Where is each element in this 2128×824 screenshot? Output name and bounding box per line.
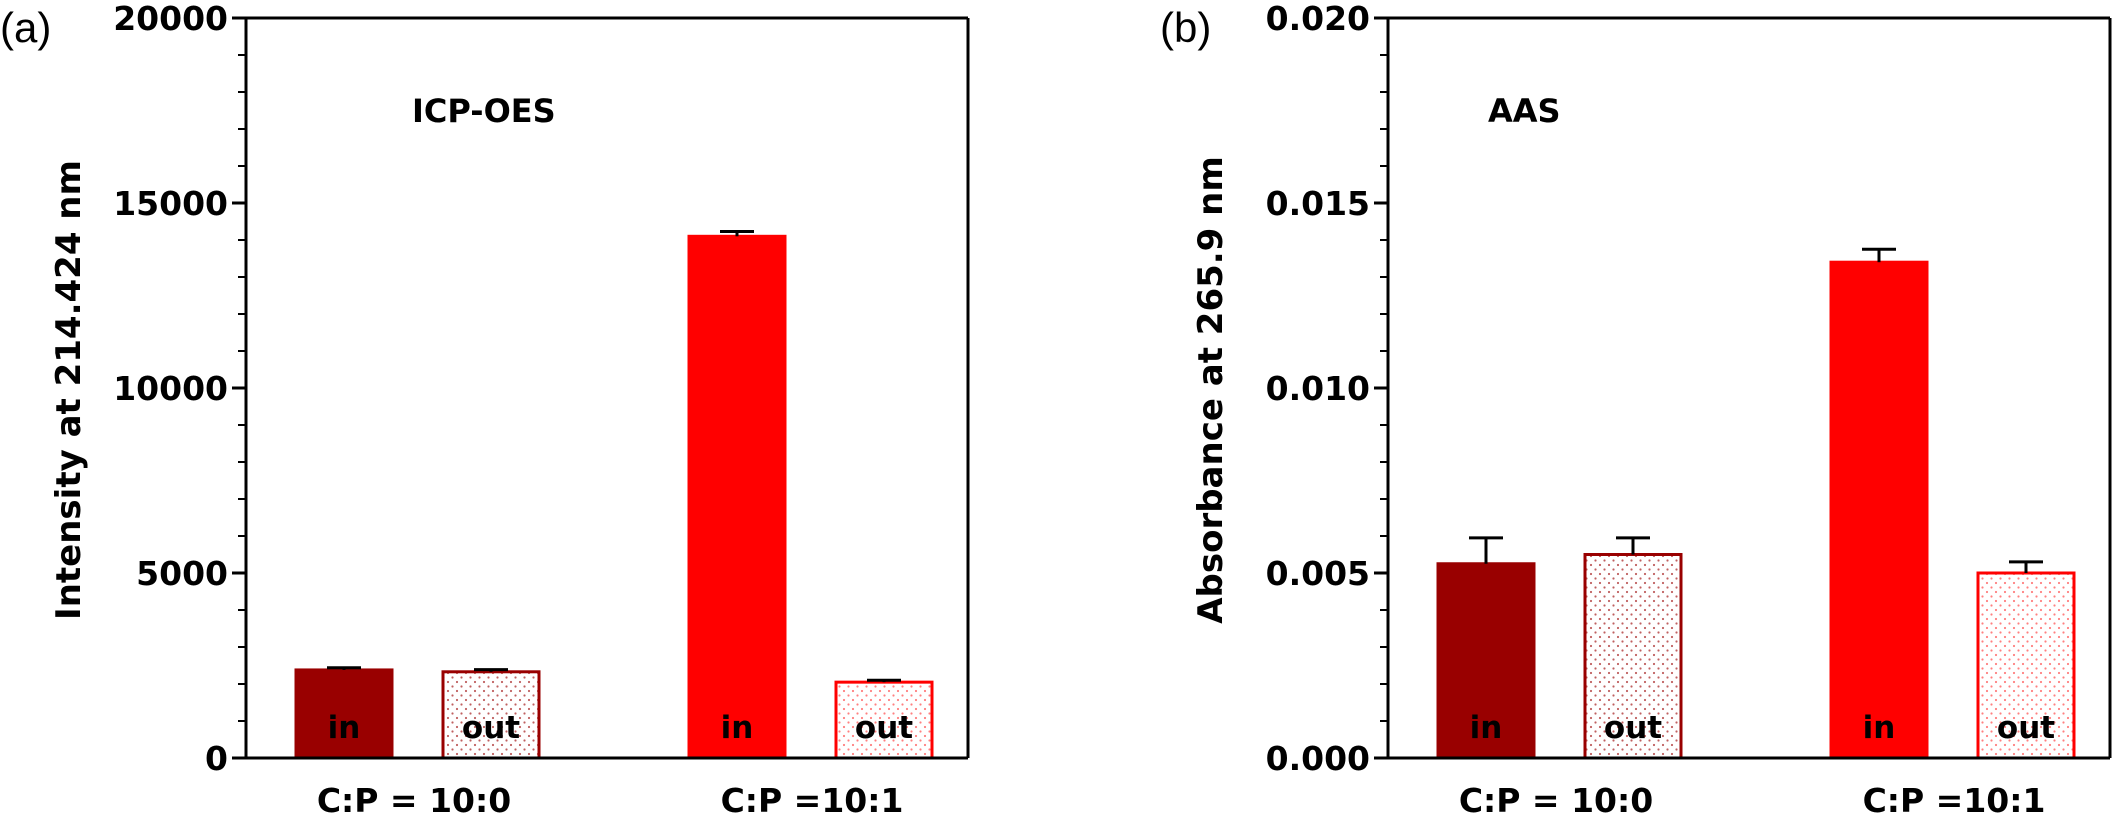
panel-a-category-labels: C:P = 10:0 C:P =10:1 xyxy=(317,781,904,820)
y-tick-label: 0.020 xyxy=(1266,0,1370,38)
x-category-label-1: C:P =10:1 xyxy=(1863,781,2046,820)
panel-a-chart: (a) ICP-OES Intensity at 214.424 nm in ou… xyxy=(0,0,970,820)
y-tick-label: 0.015 xyxy=(1266,184,1370,223)
panel-a-ticks xyxy=(232,16,246,760)
y-tick-label: 15000 xyxy=(113,184,228,223)
y-tick-label: 20000 xyxy=(113,0,228,38)
panel-a-tick-labels: 0 5000 10000 15000 20000 xyxy=(113,0,228,778)
y-tick-label: 0.010 xyxy=(1266,369,1370,408)
y-tick-label: 10000 xyxy=(113,369,228,408)
y-tick-label: 0.005 xyxy=(1266,554,1370,593)
bar-out-3 xyxy=(834,680,934,760)
panel-a-y-axis-title: Intensity at 214.424 nm xyxy=(49,160,89,620)
bar-label-0: in xyxy=(328,710,361,746)
panel-a-axes xyxy=(244,16,970,760)
bar-label-3: out xyxy=(855,710,913,746)
bar-label-3: out xyxy=(1997,710,2055,746)
bar-in-2 xyxy=(1829,260,1929,760)
y-tick-label: 0.000 xyxy=(1266,739,1370,778)
panel-b-y-axis-title: Absorbance at 265.9 nm xyxy=(1191,156,1231,624)
bar-label-2: in xyxy=(721,710,754,746)
bar-label-2: in xyxy=(1863,710,1896,746)
bar-in-0 xyxy=(1436,562,1536,760)
bar-in-0 xyxy=(294,668,394,760)
bar-label-0: in xyxy=(1470,710,1503,746)
x-category-label-0: C:P = 10:0 xyxy=(1459,781,1653,820)
panel-a-chart-title: ICP-OES xyxy=(412,92,556,130)
panel-a-bars: in out in out xyxy=(294,229,934,760)
x-category-label-1: C:P =10:1 xyxy=(721,781,904,820)
x-category-label-0: C:P = 10:0 xyxy=(317,781,511,820)
panel-a-letter: (a) xyxy=(0,4,51,51)
panel-b-axes xyxy=(1386,16,2112,760)
panel-b-letter: (b) xyxy=(1160,4,1211,51)
bar-label-1: out xyxy=(462,710,520,746)
panel-b-tick-labels: 0.000 0.005 0.010 0.015 0.020 xyxy=(1266,0,1370,778)
panel-b-chart: (b) AAS Absorbance at 265.9 nm in out in ou… xyxy=(1160,0,2112,820)
panel-b-chart-title: AAS xyxy=(1488,92,1561,130)
bar-label-1: out xyxy=(1604,710,1662,746)
panel-b-bars: in out in out xyxy=(1436,247,2076,760)
y-tick-label: 5000 xyxy=(136,554,228,593)
y-tick-label: 0 xyxy=(205,739,228,778)
bar-in-2 xyxy=(687,234,787,760)
panel-b-ticks xyxy=(1374,16,1388,760)
panel-b-category-labels: C:P = 10:0 C:P =10:1 xyxy=(1459,781,2046,820)
